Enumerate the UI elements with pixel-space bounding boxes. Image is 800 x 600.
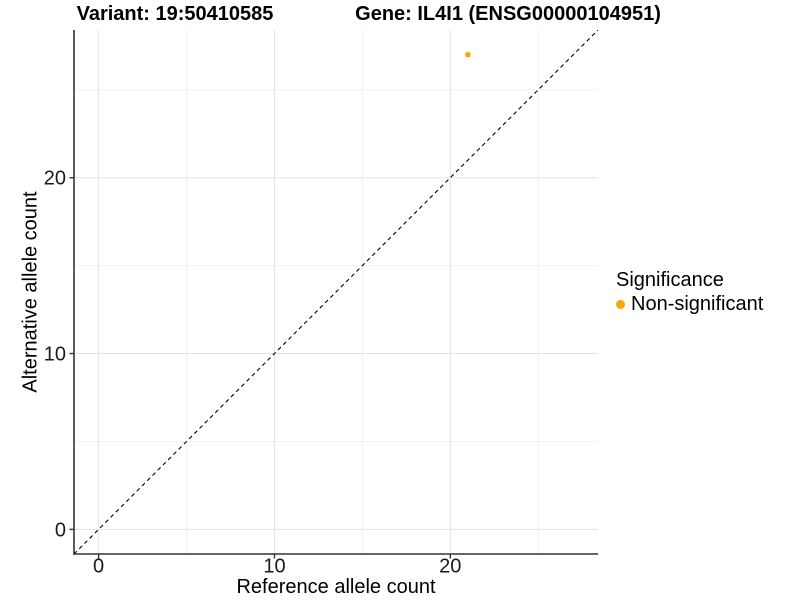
x-tick-label: 20 — [439, 556, 461, 578]
legend-item-label: Non-significant — [631, 293, 764, 315]
x-tick-label: 10 — [263, 556, 285, 578]
y-axis-title: Alternative allele count — [19, 191, 42, 393]
y-tick-label: 10 — [44, 344, 66, 366]
legend: Significance Non-significant — [616, 268, 763, 316]
x-tick-label: 0 — [93, 556, 104, 578]
identity-line — [73, 29, 599, 555]
y-tick-label: 20 — [44, 168, 66, 190]
x-axis-title: Reference allele count — [236, 576, 436, 598]
legend-title: Significance — [616, 269, 724, 291]
legend-item: Non-significant — [616, 293, 763, 316]
variant-title: Variant: 19:50410585 — [76, 3, 274, 25]
gene-title: Gene: IL4I1 (ENSG00000104951) — [355, 3, 661, 25]
y-tick-label: 0 — [55, 519, 66, 541]
legend-key-dot-icon — [616, 300, 625, 309]
data-point — [465, 51, 471, 58]
